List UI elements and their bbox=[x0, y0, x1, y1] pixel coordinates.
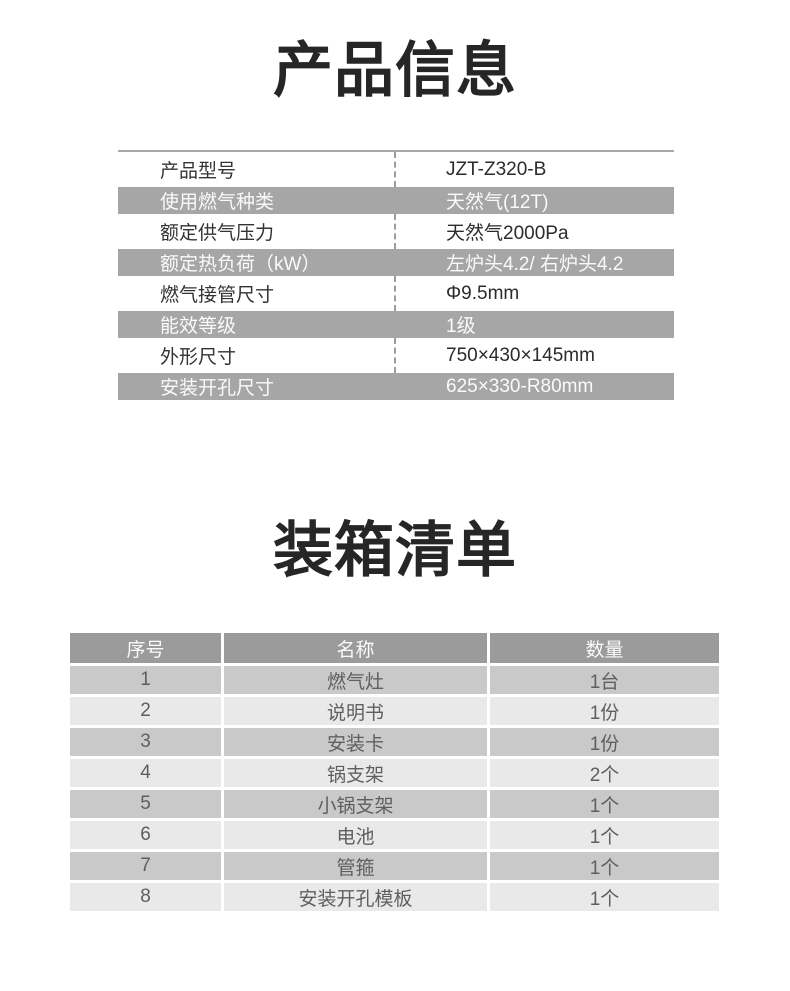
spec-row-pipe-size: 燃气接管尺寸 Φ9.5mm bbox=[118, 276, 674, 311]
spec-label: 能效等级 bbox=[160, 316, 237, 337]
spec-label: 使用燃气种类 bbox=[160, 192, 275, 213]
table-cell-name: 说明书 bbox=[224, 697, 487, 725]
packing-header-no: 序号 bbox=[70, 633, 221, 663]
section-title-product-info: 产品信息 bbox=[273, 37, 517, 104]
spec-value: 625×330-R80mm bbox=[446, 375, 594, 397]
spec-row-gas-type: 使用燃气种类 天然气(12T) bbox=[118, 187, 674, 214]
spec-label: 产品型号 bbox=[118, 152, 396, 187]
table-cell-qty: 1台 bbox=[490, 666, 719, 694]
spec-value: 750×430×145mm bbox=[446, 344, 595, 366]
table-cell-qty: 2个 bbox=[490, 759, 719, 787]
table-cell-name: 锅支架 bbox=[224, 759, 487, 787]
spec-value: 天然气2000Pa bbox=[446, 223, 569, 244]
table-cell-qty: 1份 bbox=[490, 697, 719, 725]
table-cell-qty: 1个 bbox=[490, 883, 719, 911]
table-cell-qty: 1个 bbox=[490, 790, 719, 818]
table-cell-name: 安装开孔模板 bbox=[224, 883, 487, 911]
table-cell-no: 8 bbox=[70, 883, 221, 911]
spec-label: 安装开孔尺寸 bbox=[160, 378, 275, 399]
table-cell-name: 小锅支架 bbox=[224, 790, 487, 818]
spec-row-heat-load: 额定热负荷（kW） 左炉头4.2/ 右炉头4.2 bbox=[118, 249, 674, 276]
table-cell-name: 电池 bbox=[224, 821, 487, 849]
table-cell-no: 3 bbox=[70, 728, 221, 756]
spec-row-dimensions: 外形尺寸 750×430×145mm bbox=[118, 338, 674, 373]
table-cell-name: 燃气灶 bbox=[224, 666, 487, 694]
table-cell-name: 安装卡 bbox=[224, 728, 487, 756]
table-cell-name: 管箍 bbox=[224, 852, 487, 880]
spec-value: JZT-Z320-B bbox=[446, 158, 547, 180]
spec-row-energy-rating: 能效等级 1级 bbox=[118, 311, 674, 338]
table-cell-no: 4 bbox=[70, 759, 221, 787]
table-cell-qty: 1个 bbox=[490, 852, 719, 880]
spec-label: 额定供气压力 bbox=[118, 214, 396, 249]
spec-label: 外形尺寸 bbox=[118, 338, 396, 373]
spec-value: 左炉头4.2/ 右炉头4.2 bbox=[446, 254, 624, 275]
table-cell-no: 7 bbox=[70, 852, 221, 880]
spec-value: 天然气(12T) bbox=[446, 192, 549, 213]
packing-list-table: 序号 名称 数量 1 燃气灶 1台 2 说明书 1份 3 安装卡 1份 4 锅支… bbox=[70, 633, 719, 911]
section-title-packing-list: 装箱清单 bbox=[273, 517, 517, 584]
table-cell-qty: 1个 bbox=[490, 821, 719, 849]
packing-header-name: 名称 bbox=[224, 633, 487, 663]
spec-label: 额定热负荷（kW） bbox=[160, 254, 321, 275]
spec-value: 1级 bbox=[446, 316, 476, 337]
spec-value: Φ9.5mm bbox=[446, 282, 520, 304]
spec-label: 燃气接管尺寸 bbox=[118, 276, 396, 311]
table-cell-no: 2 bbox=[70, 697, 221, 725]
spec-row-gas-pressure: 额定供气压力 天然气2000Pa bbox=[118, 214, 674, 249]
spec-row-cutout-size: 安装开孔尺寸 625×330-R80mm bbox=[118, 373, 674, 400]
table-cell-no: 6 bbox=[70, 821, 221, 849]
table-cell-qty: 1份 bbox=[490, 728, 719, 756]
spec-row-model: 产品型号 JZT-Z320-B bbox=[118, 152, 674, 187]
product-spec-table: 产品型号 JZT-Z320-B 使用燃气种类 天然气(12T) 额定供气压力 天… bbox=[118, 150, 674, 400]
table-cell-no: 1 bbox=[70, 666, 221, 694]
packing-header-qty: 数量 bbox=[490, 633, 719, 663]
table-cell-no: 5 bbox=[70, 790, 221, 818]
